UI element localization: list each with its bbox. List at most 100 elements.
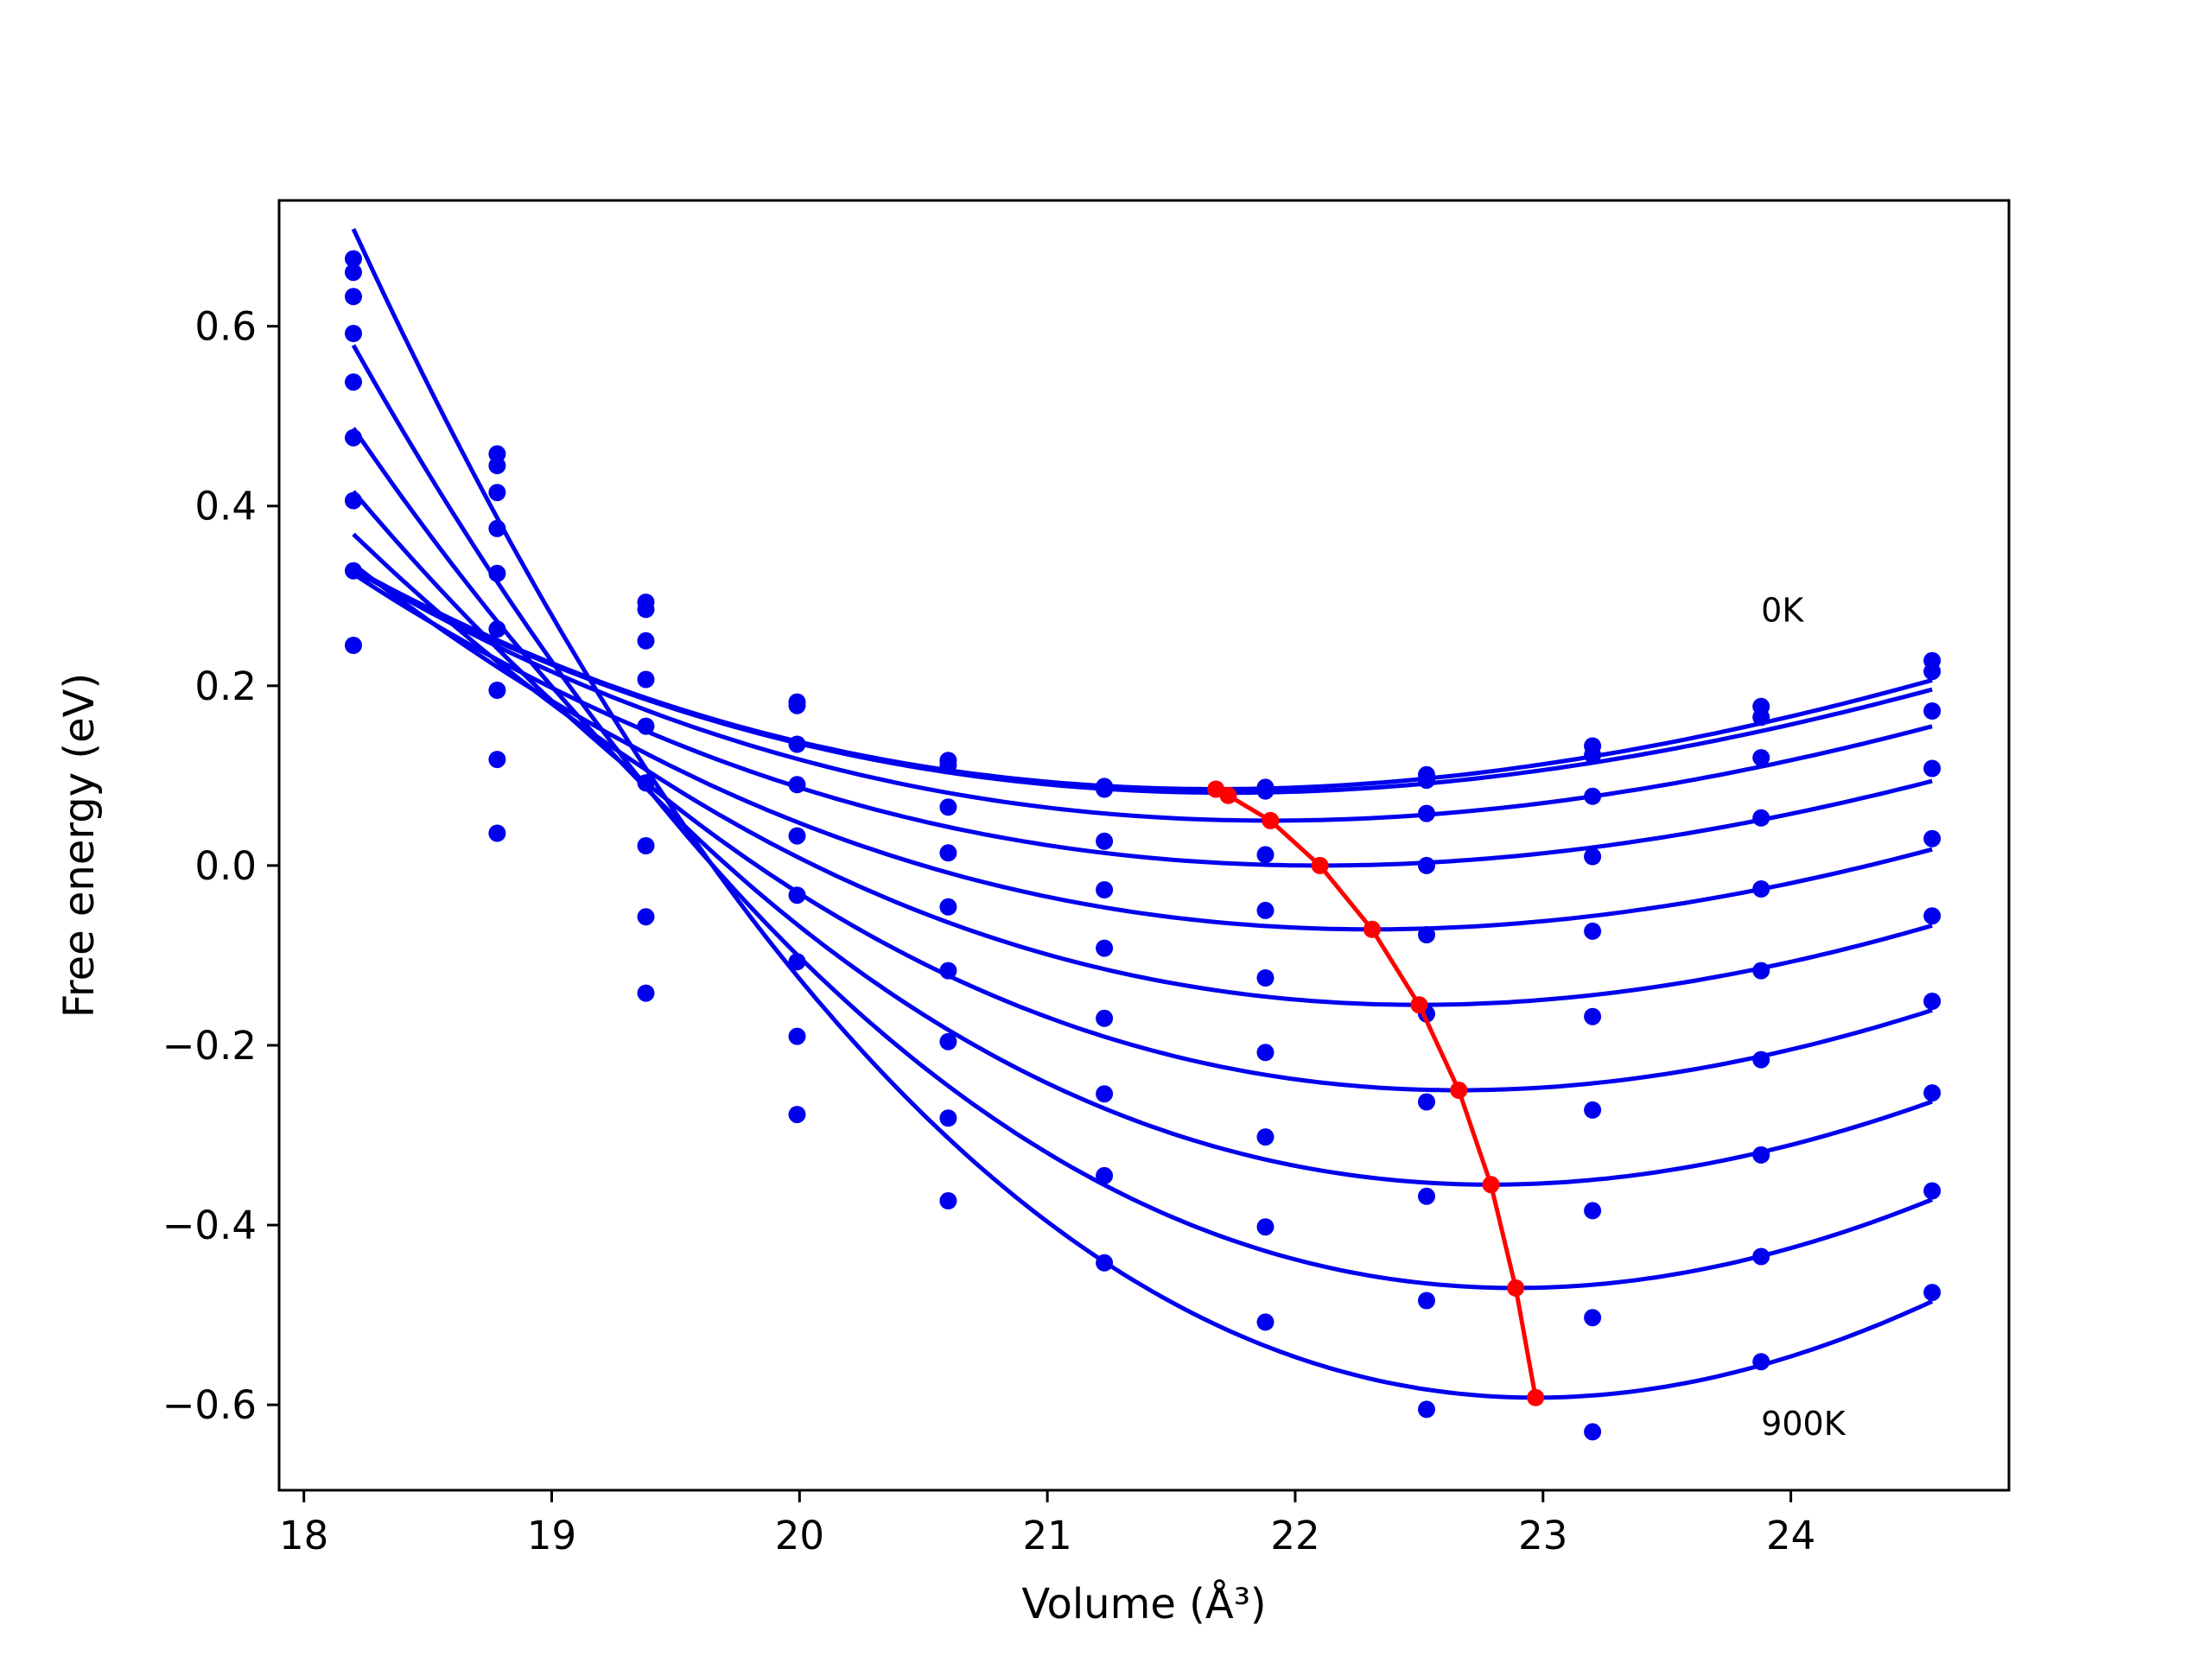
- data-point: [1256, 901, 1274, 919]
- data-point: [1418, 771, 1435, 790]
- data-point: [1752, 1247, 1770, 1266]
- x-tick-label: 23: [1518, 1513, 1567, 1558]
- data-point: [345, 562, 362, 580]
- data-point: [1256, 969, 1274, 987]
- minimum-point: [1482, 1176, 1500, 1194]
- data-point: [1923, 663, 1942, 681]
- data-point: [1752, 708, 1770, 727]
- data-point: [788, 953, 806, 971]
- minimum-point: [1450, 1082, 1468, 1099]
- data-point: [345, 250, 362, 268]
- data-point: [1096, 881, 1114, 898]
- data-point: [1096, 1085, 1114, 1103]
- y-tick-label: −0.6: [162, 1382, 257, 1428]
- data-point: [1584, 1007, 1602, 1025]
- y-tick-label: 0.4: [194, 484, 257, 530]
- data-point: [1584, 1202, 1602, 1220]
- fit-curve-5: [352, 532, 1933, 1007]
- data-point: [637, 984, 655, 1002]
- data-point: [1584, 746, 1602, 764]
- data-point: [1923, 1284, 1942, 1302]
- plot-frame: [277, 199, 2011, 1492]
- data-point: [1256, 1128, 1274, 1146]
- data-point: [637, 717, 655, 735]
- data-point: [939, 1192, 957, 1209]
- y-tick-label: −0.2: [162, 1023, 257, 1069]
- data-point: [788, 735, 806, 753]
- minimum-point: [1363, 920, 1381, 938]
- x-tick-label: 19: [527, 1513, 576, 1558]
- data-point: [1752, 749, 1770, 767]
- data-point: [1923, 907, 1942, 925]
- data-point: [488, 564, 506, 582]
- minimum-point: [1262, 811, 1280, 829]
- data-point: [939, 1032, 957, 1050]
- data-point: [1923, 1182, 1942, 1200]
- data-point: [1923, 759, 1942, 778]
- annotation-0k: 0K: [1761, 591, 1804, 629]
- data-point: [488, 682, 506, 699]
- data-point: [1923, 993, 1942, 1010]
- data-point: [637, 632, 655, 650]
- minimum-point: [1527, 1388, 1545, 1406]
- data-point: [1752, 809, 1770, 827]
- data-point: [1752, 880, 1770, 898]
- data-point: [1584, 1101, 1602, 1119]
- fit-curve-8: [351, 344, 1934, 1291]
- data-point: [345, 428, 362, 447]
- fit-curve-1: [352, 568, 1933, 796]
- data-point: [345, 288, 362, 306]
- x-tick-label: 21: [1023, 1513, 1072, 1558]
- data-point: [939, 962, 957, 980]
- data-point: [637, 908, 655, 926]
- data-point: [788, 827, 806, 845]
- data-point: [1752, 1146, 1770, 1164]
- data-point: [1096, 1009, 1114, 1027]
- fit-curve-3: [352, 572, 1933, 868]
- y-tick-label: 0.2: [194, 663, 257, 709]
- data-point: [1418, 1292, 1435, 1310]
- data-point: [345, 325, 362, 342]
- data-point: [788, 1027, 806, 1045]
- data-point: [1584, 1423, 1602, 1441]
- data-point: [1584, 1309, 1602, 1327]
- data-point: [788, 1106, 806, 1124]
- data-point: [345, 373, 362, 391]
- data-point: [788, 696, 806, 714]
- data-point: [1256, 1313, 1274, 1331]
- data-point: [939, 844, 957, 862]
- data-point: [488, 620, 506, 638]
- x-axis-ticks: 18 19 20 21 22 23 24: [279, 1490, 1815, 1558]
- data-point: [488, 456, 506, 474]
- fit-curve-7: [351, 427, 1933, 1187]
- data-point: [939, 756, 957, 774]
- data-point: [345, 492, 362, 510]
- data-point: [1418, 804, 1435, 822]
- annotation-900k: 900K: [1761, 1405, 1847, 1443]
- data-point: [1418, 1400, 1435, 1419]
- minimum-point: [1219, 786, 1237, 804]
- y-tick-label: 0.0: [194, 843, 257, 889]
- data-point: [1752, 1050, 1770, 1069]
- data-point: [1256, 1044, 1274, 1062]
- data-point: [1584, 787, 1602, 805]
- data-point: [939, 898, 957, 916]
- data-point: [637, 837, 655, 854]
- data-point: [1418, 1093, 1435, 1111]
- data-point: [1418, 856, 1435, 874]
- x-tick-label: 22: [1270, 1513, 1319, 1558]
- data-point: [1256, 782, 1274, 800]
- data-point: [488, 751, 506, 769]
- data-point: [939, 798, 957, 816]
- data-point: [345, 263, 362, 282]
- data-point: [637, 774, 655, 792]
- minimum-point: [1507, 1279, 1525, 1297]
- data-point: [1752, 962, 1770, 980]
- minimum-curve: [1207, 780, 1545, 1406]
- data-point: [1923, 829, 1942, 847]
- y-tick-label: 0.6: [194, 304, 257, 350]
- data-point: [488, 519, 506, 537]
- y-axis-label: Free energy (eV): [55, 673, 104, 1018]
